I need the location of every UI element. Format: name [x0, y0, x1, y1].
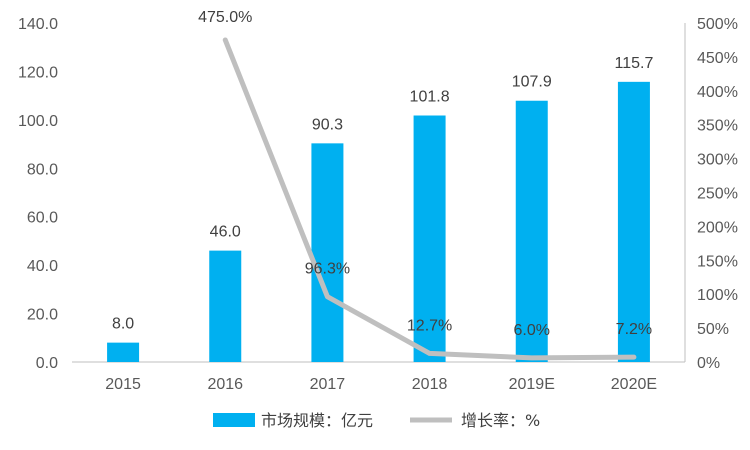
bar [617, 81, 650, 363]
y-left-tick-label: 120.0 [18, 64, 58, 81]
y-right-tick-label: 300% [697, 152, 738, 169]
y-left-axis: 0.0 20.0 40.0 60.0 80.0 100.0 120.0 140.0 [18, 16, 58, 372]
y-right-tick-label: 50% [697, 321, 729, 338]
legend-line-label: 增长率：% [461, 411, 540, 430]
bar-data-labels: 8.0 46.0 90.3 101.8 107.9 115.7 [112, 55, 653, 333]
y-left-tick-label: 60.0 [27, 210, 58, 227]
line-value-label: 7.2% [616, 321, 652, 338]
y-left-tick-label: 80.0 [27, 161, 58, 178]
legend-bar-swatch [213, 413, 255, 427]
legend-bar-label: 市场规模：亿元 [261, 411, 373, 430]
line-data-labels: 475.0% 96.3% 12.7% 6.0% 7.2% [198, 9, 652, 339]
y-right-tick-label: 350% [697, 118, 738, 135]
growth-line-series [222, 37, 637, 361]
bar-value-label: 107.9 [512, 74, 552, 91]
line-value-label: 12.7% [407, 317, 452, 334]
bar [107, 342, 140, 362]
growth-line [222, 37, 637, 361]
x-tick-label: 2018 [412, 376, 448, 393]
bar-value-label: 8.0 [112, 316, 134, 333]
y-left-tick-label: 100.0 [18, 113, 58, 130]
x-tick-label: 2019E [509, 376, 555, 393]
bar-value-label: 115.7 [614, 55, 653, 72]
line-value-label: 475.0% [198, 9, 252, 26]
bar-series [107, 81, 650, 363]
y-left-tick-label: 20.0 [27, 307, 58, 324]
y-right-tick-label: 100% [697, 287, 738, 304]
x-axis: 2015 2016 2017 2018 2019E 2020E [105, 376, 657, 393]
y-right-tick-label: 500% [697, 16, 738, 33]
bar-value-label: 90.3 [312, 116, 343, 133]
y-left-tick-label: 0.0 [36, 355, 58, 372]
y-right-tick-label: 0% [697, 355, 720, 372]
bar-value-label: 101.8 [410, 88, 450, 105]
x-tick-label: 2020E [611, 376, 657, 393]
x-tick-label: 2016 [207, 376, 243, 393]
legend: 市场规模：亿元 增长率：% [213, 411, 540, 430]
y-right-axis: 0% 50% 100% 150% 200% 250% 300% 350% 400% 450% 500… [697, 16, 738, 372]
y-right-tick-label: 400% [697, 84, 738, 101]
line-value-label: 6.0% [514, 322, 550, 339]
bar [413, 115, 446, 363]
x-tick-label: 2015 [105, 376, 141, 393]
y-left-tick-label: 140.0 [18, 16, 58, 33]
bar [311, 143, 344, 362]
y-right-tick-label: 450% [697, 50, 738, 67]
y-right-tick-label: 250% [697, 186, 738, 203]
x-tick-label: 2017 [310, 376, 346, 393]
bar [209, 250, 242, 362]
bar [515, 100, 548, 363]
y-right-tick-label: 200% [697, 219, 738, 236]
line-value-label: 96.3% [305, 261, 350, 278]
bar-value-label: 46.0 [210, 224, 241, 241]
y-left-tick-label: 40.0 [27, 258, 58, 275]
y-right-tick-label: 150% [697, 253, 738, 270]
